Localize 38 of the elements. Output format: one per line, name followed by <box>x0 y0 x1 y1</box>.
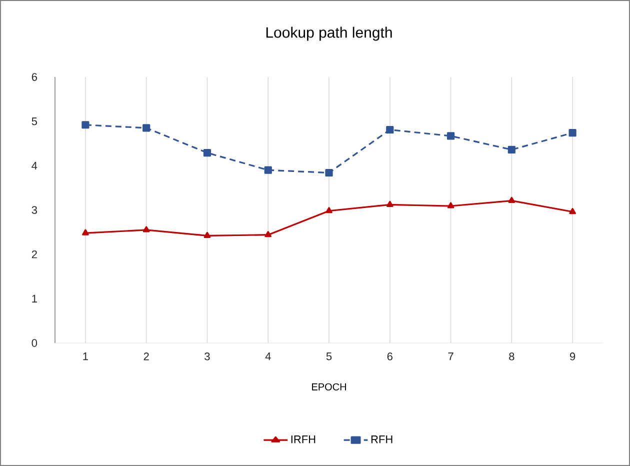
y-tick-label: 2 <box>32 250 37 258</box>
point <box>569 208 576 214</box>
y-tick-label: 6 <box>32 73 37 81</box>
x-axis-title: EPOCH <box>312 383 346 390</box>
legend-label: RFH <box>371 436 392 444</box>
x-tick-label: 8 <box>509 352 514 360</box>
point <box>203 149 212 157</box>
x-tick-label: 1 <box>83 352 88 360</box>
point <box>142 124 150 132</box>
y-tick-label: 0 <box>32 339 38 347</box>
point <box>386 200 394 207</box>
point <box>568 129 576 137</box>
point <box>508 146 516 154</box>
point <box>204 232 211 238</box>
point <box>142 226 150 232</box>
point <box>508 196 516 203</box>
legend-label: IRFH <box>291 436 316 444</box>
point <box>386 126 394 134</box>
x-tick-label: 4 <box>265 352 271 360</box>
x-tick-label: 5 <box>326 352 332 360</box>
x-tick-label: 3 <box>204 352 210 360</box>
x-tick-label: 9 <box>570 352 576 360</box>
point <box>264 166 272 174</box>
point <box>264 231 272 238</box>
point <box>325 168 333 177</box>
point <box>326 207 332 214</box>
y-tick-label: 1 <box>32 294 37 302</box>
y-tick-label: 4 <box>32 162 38 170</box>
x-tick-label: 2 <box>144 352 149 360</box>
point <box>447 202 454 208</box>
point <box>82 121 90 129</box>
x-tick-label: 6 <box>387 352 392 360</box>
chart-title: Lookup path length <box>266 26 392 41</box>
y-tick-label: 5 <box>32 118 38 126</box>
point <box>446 132 455 140</box>
x-tick-label: 7 <box>448 352 454 360</box>
y-tick-label: 3 <box>32 206 37 214</box>
point <box>82 229 89 236</box>
